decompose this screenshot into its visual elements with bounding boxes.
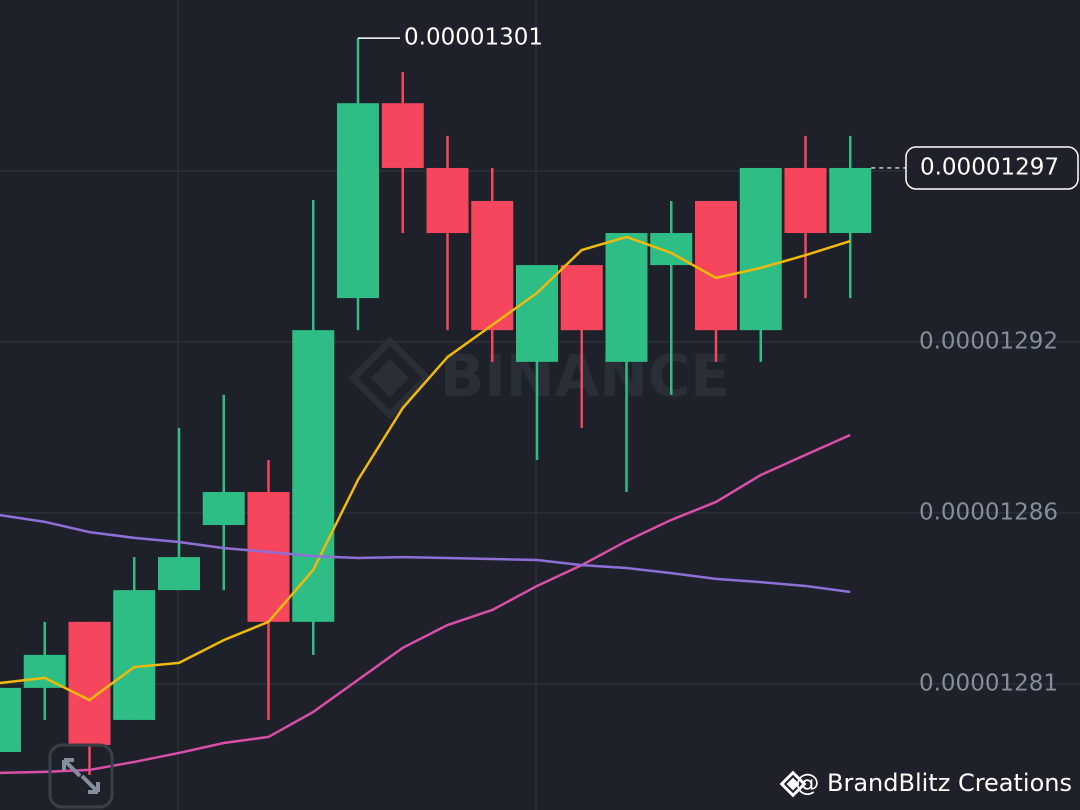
last-price-label: 0.00001297 [920,154,1059,180]
y-tick-label: 0.00001292 [919,329,1058,355]
candle-body [247,492,290,622]
watermark: BINANCE [348,336,730,420]
watermark-text: BINANCE [440,342,730,410]
last-price-box [905,146,1079,190]
candle-body [113,590,156,720]
candle-body [381,103,424,168]
expand-icon[interactable] [48,743,114,809]
candle-body [23,654,66,688]
candle-body [739,167,782,331]
y-tick-label: 0.00001281 [919,671,1058,697]
moving-average-line [0,513,851,594]
candle-body [0,687,21,752]
candle-body [202,492,245,526]
credit: @ BrandBlitz Creations [779,769,1072,798]
candle-body [605,233,648,362]
candle-body [560,265,603,331]
moving-average-line [0,235,851,702]
y-tick-label: 0.00001286 [919,499,1058,525]
candle-body [68,621,111,745]
candle-body [292,330,335,622]
candle-body [158,557,200,591]
candle-body [426,167,469,234]
candle-body [471,200,514,331]
candle-body [829,167,872,234]
candle-body [337,103,379,299]
credit-text: @ BrandBlitz Creations [795,769,1072,797]
plot: 0.00001281 0.00001286 0.00001292 0.00001297… [0,25,1080,776]
candle-body [695,200,737,331]
high-annotation-label: 0.00001301 [404,25,543,51]
moving-average-line [0,433,851,775]
candle-body [784,167,827,234]
